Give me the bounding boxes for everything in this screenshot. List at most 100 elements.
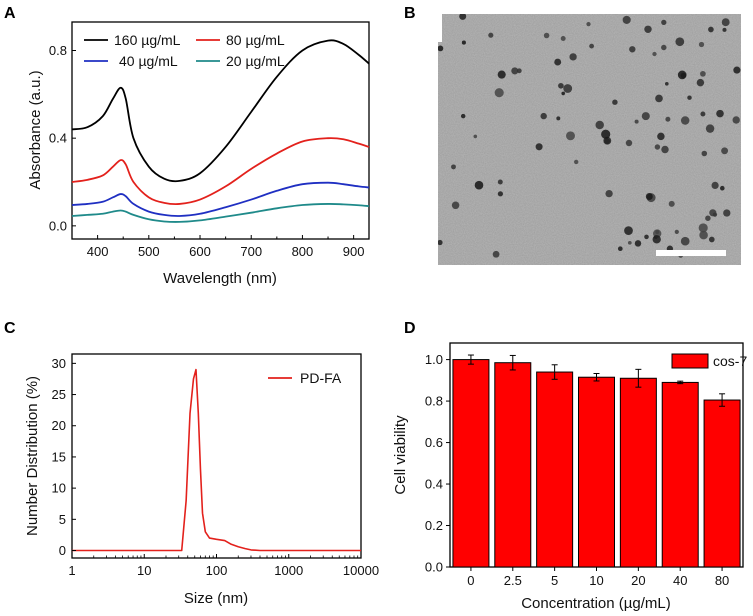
nanoparticle — [720, 185, 725, 191]
nanoparticle — [497, 179, 503, 185]
legend-label-pdfa: PD-FA — [300, 370, 342, 386]
x-tick-label-1: 2.5 — [504, 573, 522, 588]
nanoparticle — [705, 215, 711, 221]
nanoparticle — [701, 150, 708, 157]
x-tick-label-3: 1000 — [274, 563, 303, 578]
nanoparticle — [700, 111, 706, 117]
nanoparticle — [674, 229, 679, 235]
nanoparticle — [700, 70, 706, 77]
nanoparticle — [709, 209, 717, 217]
y-tick-label-1: 0.2 — [425, 518, 443, 533]
x-tick-label-5: 40 — [673, 573, 687, 588]
nanoparticle — [558, 82, 564, 89]
nanoparticle — [722, 27, 727, 32]
nanoparticle — [644, 234, 649, 240]
y-tick-label-5: 25 — [52, 387, 66, 402]
legend-label-20: 20 µg/mL — [226, 53, 285, 69]
chart-d-xlabel: Concentration (µg/mL) — [521, 595, 671, 612]
bar-20 — [619, 377, 657, 568]
tem-micrograph — [438, 14, 741, 265]
y-tick-label-3: 15 — [52, 449, 66, 464]
nanoparticle — [629, 46, 636, 53]
y-tick-label-2: 0.8 — [49, 43, 67, 58]
nanoparticle — [494, 88, 504, 98]
chart-a-ticks: 400 500 600 700 800 900 0.0 0.4 0.8 — [49, 43, 365, 259]
y-tick-label-2: 0.4 — [425, 477, 443, 492]
nanoparticle — [652, 235, 661, 244]
nanoparticle — [617, 246, 623, 252]
nanoparticle — [563, 84, 573, 93]
nanoparticle — [687, 95, 692, 100]
nanoparticle — [708, 236, 715, 243]
chart-a-absorbance: 400 500 600 700 800 900 0.0 0.4 0.8 Wavelength (… — [27, 21, 370, 287]
y-tick-label-1: 5 — [59, 512, 66, 527]
y-tick-label-2: 10 — [52, 481, 66, 496]
y-tick-label-6: 30 — [52, 356, 66, 371]
series-line-0 — [71, 39, 370, 183]
chart-d-legend: cos-7 — [671, 353, 747, 369]
nanoparticle — [699, 230, 708, 240]
x-tick-label-5: 900 — [343, 244, 365, 259]
chart-c-ylabel: Number Distribution (%) — [24, 376, 41, 536]
chart-d-plot — [452, 354, 741, 568]
nanoparticle — [511, 67, 519, 75]
nanoparticle — [680, 116, 690, 125]
x-tick-label-0: 400 — [87, 244, 109, 259]
x-tick-label-3: 700 — [240, 244, 262, 259]
legend-label-cos7: cos-7 — [713, 353, 747, 369]
nanoparticle — [622, 15, 631, 24]
x-tick-label-1: 500 — [138, 244, 160, 259]
nanoparticle — [497, 70, 506, 79]
series-line-3 — [71, 203, 370, 223]
bar-10 — [578, 376, 615, 568]
bar-80 — [703, 399, 741, 568]
nanoparticle — [566, 131, 575, 141]
nanoparticle — [438, 239, 443, 246]
x-tick-label-4: 800 — [292, 244, 314, 259]
nanoparticle — [601, 129, 611, 139]
tem-scale-bar — [656, 250, 726, 256]
nanoparticle — [634, 119, 639, 124]
nanoparticle — [680, 236, 690, 246]
nanoparticle — [668, 200, 675, 207]
nanoparticle — [677, 70, 687, 80]
nanoparticle — [645, 193, 653, 200]
series-line-pdfa — [72, 368, 361, 552]
x-tick-label-0: 0 — [467, 573, 474, 588]
nanoparticle — [586, 21, 591, 27]
bar-2.5 — [494, 362, 532, 568]
nanoparticle — [661, 44, 667, 51]
chart-a-ylabel: Absorbance (a.u.) — [27, 70, 44, 189]
nanoparticle — [535, 143, 543, 151]
nanoparticle — [612, 99, 618, 105]
nanoparticle — [497, 191, 504, 197]
nanoparticle — [488, 32, 494, 38]
nanoparticle — [492, 250, 500, 258]
nanoparticle — [560, 36, 566, 41]
x-tick-label-1: 10 — [137, 563, 151, 578]
chart-d-ylabel: Cell viability — [392, 415, 409, 495]
x-tick-label-3: 10 — [589, 573, 603, 588]
chart-c-size-distribution: 1 10 100 1000 10000 0 5 10 15 20 25 30 Size (nm) Nu… — [24, 353, 380, 607]
y-tick-label-4: 0.8 — [425, 394, 443, 409]
nanoparticle — [569, 53, 577, 61]
nanoparticle — [543, 32, 550, 39]
nanoparticle — [451, 201, 460, 210]
nanoparticle — [634, 240, 642, 247]
chart-a-legend: 160 µg/mL 80 µg/mL 40 µg/mL 20 µg/mL — [84, 32, 285, 69]
nanoparticle — [716, 109, 724, 118]
chart-c-ticks: 1 10 100 1000 10000 0 5 10 15 20 25 30 — [52, 356, 380, 578]
nanoparticle — [708, 26, 714, 33]
panel-label-a: A — [4, 5, 16, 22]
chart-c-xlabel: Size (nm) — [184, 590, 248, 607]
nanoparticle — [589, 43, 594, 49]
nanoparticle — [540, 112, 547, 120]
nanoparticle — [574, 159, 579, 165]
nanoparticle — [556, 116, 561, 121]
x-tick-label-6: 80 — [715, 573, 729, 588]
nanoparticle — [641, 112, 650, 121]
nanoparticle — [657, 132, 665, 141]
y-tick-label-0: 0.0 — [425, 560, 443, 575]
panel-label-d: D — [404, 320, 416, 337]
